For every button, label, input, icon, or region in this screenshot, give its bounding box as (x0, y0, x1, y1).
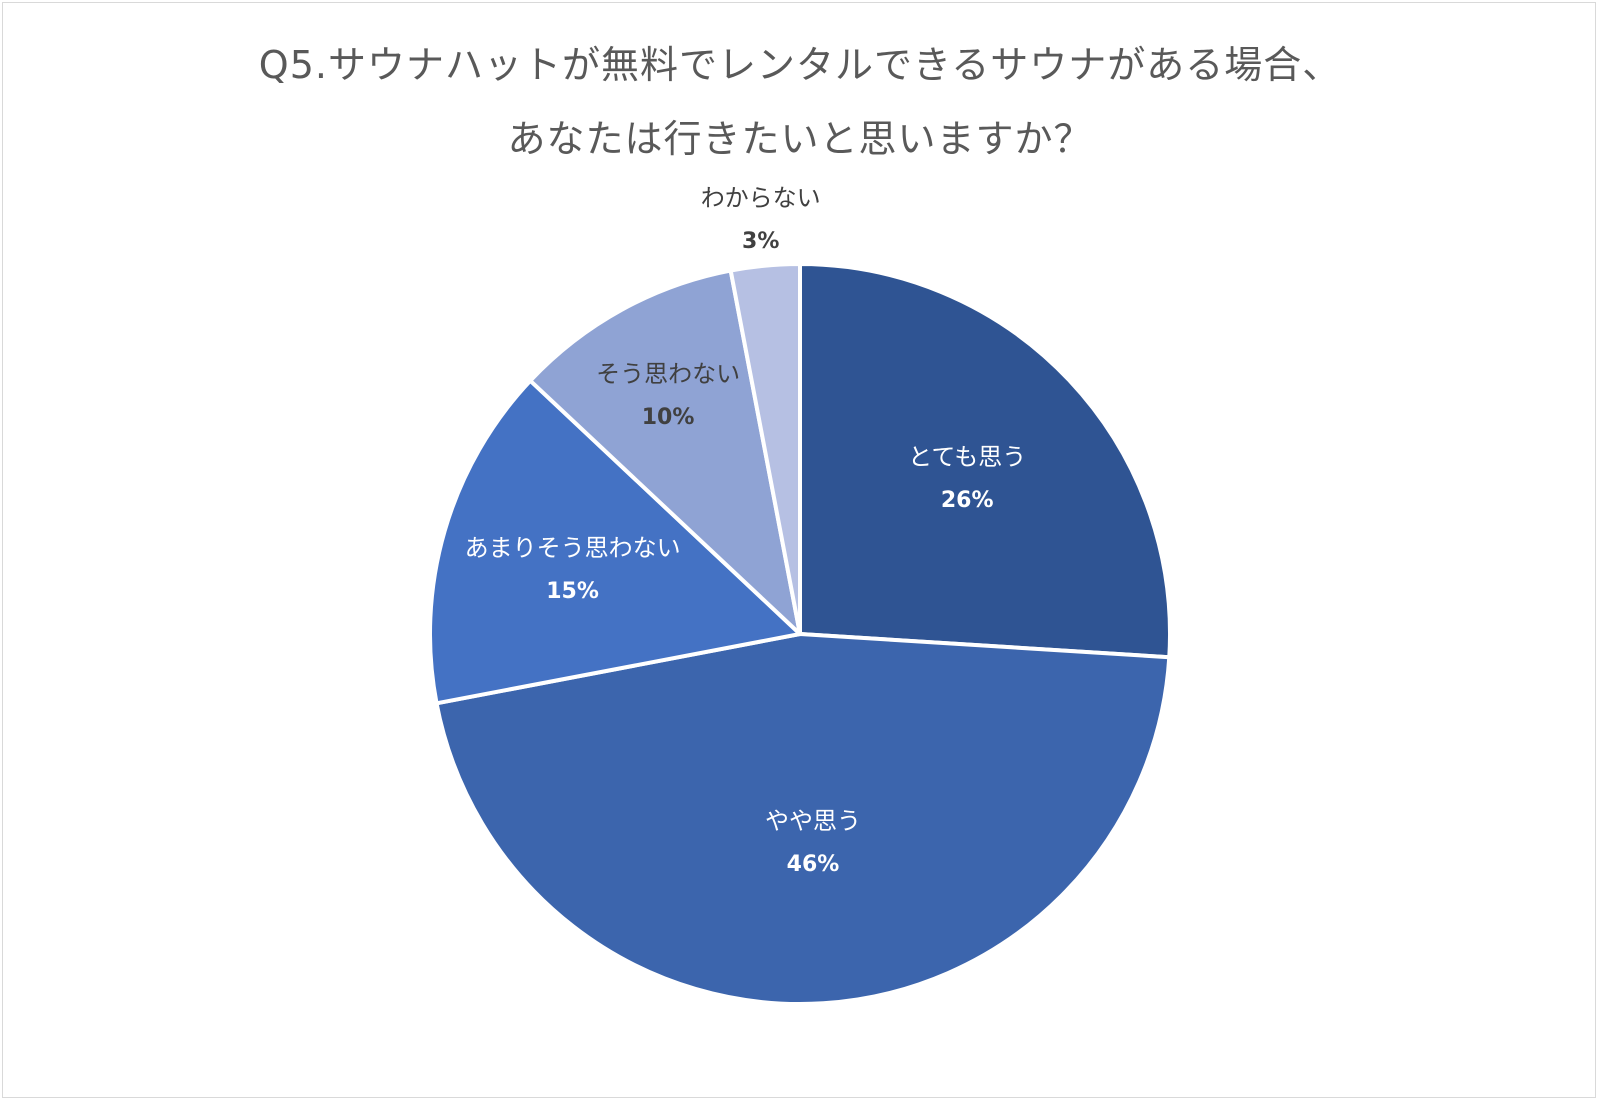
chart-title-line-1: Q5.サウナハットが無料でレンタルできるサウナがある場合、 (258, 43, 1342, 87)
slice-label-name-4: わからない (701, 184, 821, 212)
pie-slice-3 (528, 268, 802, 636)
slice-label-name-3: そう思わない (596, 360, 740, 388)
chart-title: Q5.サウナハットが無料でレンタルできるサウナがある場合、 あなたは行きたいと思… (0, 28, 1600, 176)
slice-label-pct-4: 3% (742, 229, 779, 254)
pie-labels: とても思う 26% やや思う 46% あまりそう思わない 15% そう思わない 10% わからな… (465, 184, 1027, 877)
slice-label-pct-1: 46% (787, 852, 840, 877)
pie-slice-0 (798, 262, 1172, 660)
chart-title-line-2: あなたは行きたいと思いますか？ (507, 117, 1093, 161)
pie-slices (428, 262, 1172, 1007)
slice-label-name-2: あまりそう思わない (465, 534, 681, 562)
slice-label-pct-2: 15% (546, 579, 599, 604)
pie-slice-4 (728, 262, 802, 636)
pie-slice-1 (434, 632, 1172, 1007)
pie-slice-2 (428, 378, 802, 706)
slice-label-pct-3: 10% (642, 405, 695, 430)
slice-label-name-1: やや思う (765, 807, 861, 835)
slice-label-name-0: とても思う (908, 443, 1026, 471)
slice-label-pct-0: 26% (941, 488, 994, 513)
